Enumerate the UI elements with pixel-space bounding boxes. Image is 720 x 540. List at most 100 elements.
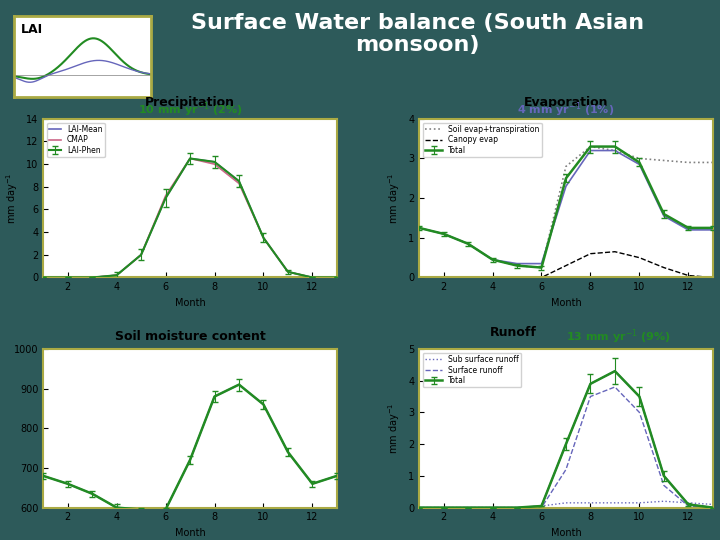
CMAP [308, 274, 317, 281]
Legend: Sub surface runoff, Surface runoff, Total: Sub surface runoff, Surface runoff, Tota… [423, 353, 521, 387]
LAI-Mean [210, 159, 219, 165]
Sub surface runoff [660, 498, 668, 504]
X-axis label: Month: Month [551, 528, 581, 538]
Surface runoff [660, 482, 668, 489]
Text: Evaporation: Evaporation [523, 96, 608, 109]
Line: Soil evap+transpiration: Soil evap+transpiration [419, 146, 713, 268]
Surface runoff [708, 504, 717, 511]
LAI-Mean [112, 272, 121, 279]
CMAP [210, 161, 219, 167]
Surface runoff [415, 504, 423, 511]
Y-axis label: mm day$^{-1}$: mm day$^{-1}$ [387, 172, 402, 224]
Canopy evap [464, 274, 472, 281]
Sub surface runoff [586, 500, 595, 506]
Canopy evap [562, 262, 570, 269]
Canopy evap [660, 265, 668, 271]
LAI-Mean [63, 274, 72, 281]
Soil evap+transpiration [586, 143, 595, 150]
Surface runoff [562, 466, 570, 472]
Soil evap+transpiration [635, 155, 644, 161]
CMAP [259, 234, 268, 241]
Soil evap+transpiration [708, 159, 717, 166]
Canopy evap [684, 272, 693, 279]
Line: Sub surface runoff: Sub surface runoff [419, 501, 713, 508]
Canopy evap [635, 254, 644, 261]
Soil evap+transpiration [439, 231, 448, 237]
Soil evap+transpiration [684, 159, 693, 166]
LAI-Mean [235, 178, 243, 184]
LAI-Mean [137, 252, 145, 258]
Sub surface runoff [684, 500, 693, 506]
Surface runoff [611, 384, 619, 390]
Line: Surface runoff: Surface runoff [419, 387, 713, 508]
Sub surface runoff [635, 500, 644, 506]
Sub surface runoff [537, 503, 546, 509]
Legend: Soil evap+transpiration, Canopy evap, Total: Soil evap+transpiration, Canopy evap, To… [423, 123, 542, 157]
Text: Runoff: Runoff [490, 326, 536, 339]
Sub surface runoff [439, 504, 448, 511]
Soil evap+transpiration [415, 225, 423, 231]
Sub surface runoff [513, 504, 521, 511]
Surface runoff [586, 393, 595, 400]
Line: CMAP: CMAP [43, 158, 337, 278]
Text: LAI: LAI [22, 23, 43, 36]
Text: monsoon): monsoon) [356, 35, 480, 55]
Canopy evap [708, 274, 717, 281]
Y-axis label: mm day$^{-1}$: mm day$^{-1}$ [387, 402, 402, 454]
LAI-Mean [333, 274, 341, 281]
Canopy evap [513, 274, 521, 281]
Soil evap+transpiration [464, 240, 472, 247]
CMAP [63, 274, 72, 281]
LAI-Mean [88, 274, 96, 281]
CMAP [137, 252, 145, 258]
Canopy evap [586, 251, 595, 257]
X-axis label: Month: Month [175, 528, 205, 538]
Text: Precipitation: Precipitation [145, 96, 235, 109]
Soil evap+transpiration [611, 147, 619, 154]
Surface runoff [635, 409, 644, 416]
Canopy evap [415, 274, 423, 281]
Canopy evap [537, 274, 546, 281]
LAI-Mean [259, 234, 268, 241]
Sub surface runoff [415, 504, 423, 511]
Text: 4 mm yr$^{-1}$ (1%): 4 mm yr$^{-1}$ (1%) [518, 100, 615, 119]
CMAP [88, 274, 96, 281]
Text: 10 mm yr$^{-1}$ (2%): 10 mm yr$^{-1}$ (2%) [138, 100, 243, 119]
Surface runoff [537, 504, 546, 511]
LAI-Mean [308, 274, 317, 281]
LAI-Mean [284, 268, 292, 275]
Surface runoff [684, 503, 693, 509]
Line: Canopy evap: Canopy evap [419, 252, 713, 278]
LAI-Mean [186, 155, 194, 161]
Surface runoff [439, 504, 448, 511]
Line: LAI-Mean: LAI-Mean [43, 158, 337, 278]
Canopy evap [488, 274, 497, 281]
CMAP [112, 272, 121, 279]
Sub surface runoff [464, 504, 472, 511]
Text: Soil moisture content: Soil moisture content [114, 329, 266, 342]
Canopy evap [611, 248, 619, 255]
Surface runoff [464, 504, 472, 511]
Text: 13 mm yr$^{-1}$ (9%): 13 mm yr$^{-1}$ (9%) [567, 327, 671, 346]
LAI-Mean [161, 195, 170, 201]
X-axis label: Month: Month [551, 298, 581, 308]
Soil evap+transpiration [488, 256, 497, 263]
Soil evap+transpiration [562, 163, 570, 170]
CMAP [39, 274, 48, 281]
CMAP [186, 155, 194, 161]
Legend: LAI-Mean, CMAP, LAI-Phen: LAI-Mean, CMAP, LAI-Phen [47, 123, 104, 157]
Soil evap+transpiration [660, 157, 668, 164]
Canopy evap [439, 274, 448, 281]
CMAP [284, 268, 292, 275]
Text: Surface Water balance (South Asian: Surface Water balance (South Asian [191, 14, 644, 33]
CMAP [235, 180, 243, 187]
Surface runoff [513, 504, 521, 511]
X-axis label: Month: Month [175, 298, 205, 308]
Sub surface runoff [562, 500, 570, 506]
Soil evap+transpiration [537, 265, 546, 271]
Surface runoff [488, 504, 497, 511]
Sub surface runoff [708, 501, 717, 508]
Soil evap+transpiration [513, 262, 521, 269]
CMAP [161, 193, 170, 199]
Y-axis label: mm day$^{-1}$: mm day$^{-1}$ [4, 172, 20, 224]
